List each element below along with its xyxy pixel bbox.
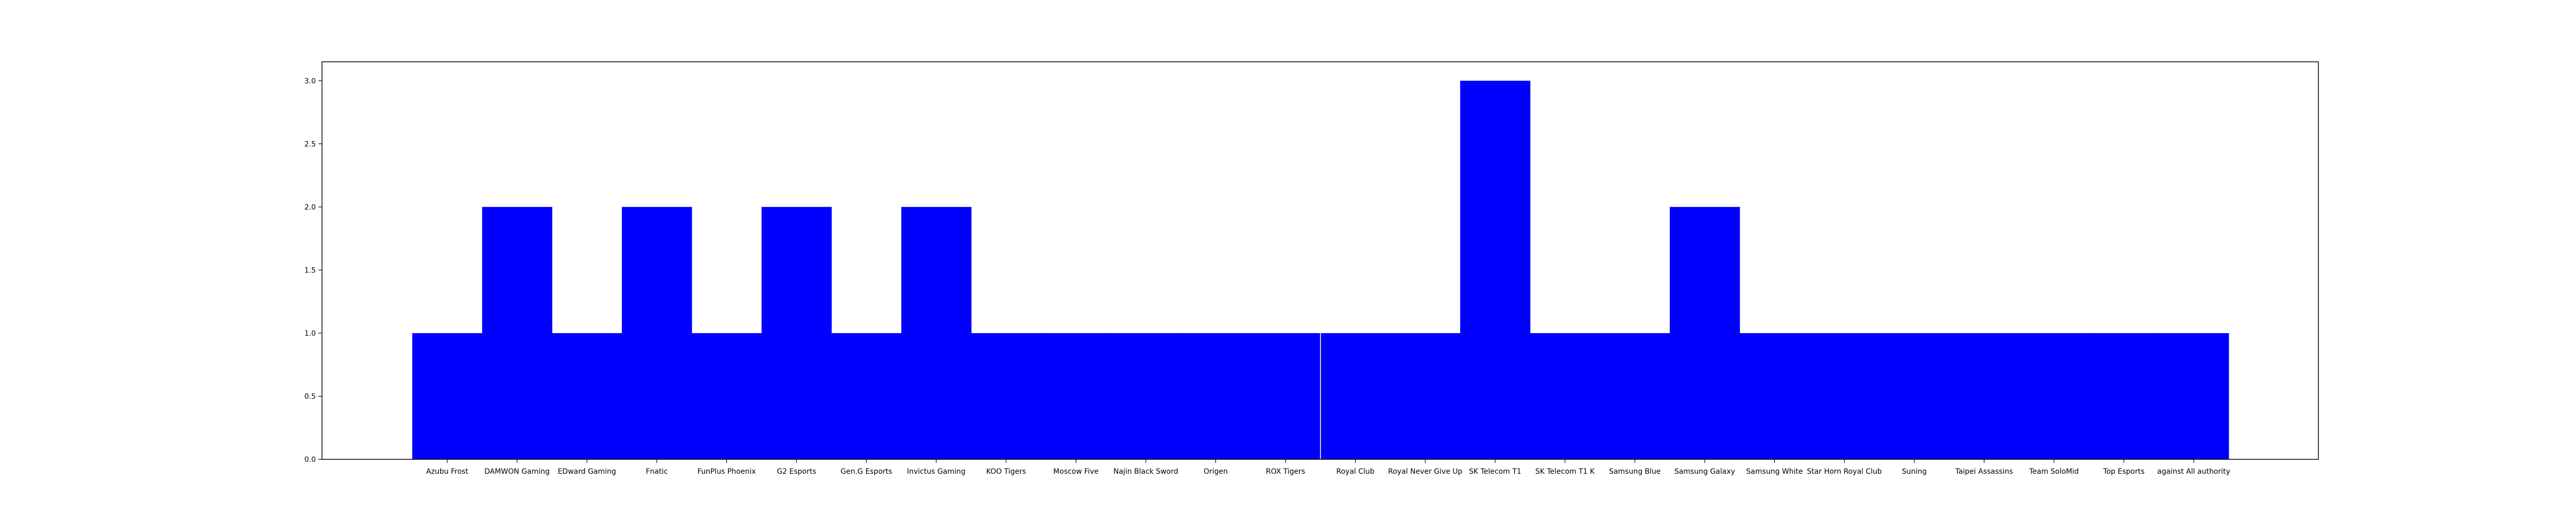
bar-samsung-galaxy	[1670, 206, 1740, 459]
bar-samsung-blue	[1600, 333, 1670, 459]
y-tick-label: 2.5	[304, 140, 316, 148]
y-tick-label: 1.5	[304, 266, 316, 274]
x-tick-label: Star Horn Royal Club	[1807, 468, 1882, 476]
bar-damwon-gaming	[482, 206, 552, 459]
x-tick-label: Team SoloMid	[2029, 468, 2079, 476]
x-tick-label: SK Telecom T1	[1469, 468, 1521, 476]
x-tick-label: DAMWON Gaming	[484, 468, 550, 476]
x-tick-label: ROX Tigers	[1266, 468, 1305, 476]
x-tick-label: against All authority	[2157, 468, 2230, 476]
bar-top-esports	[2089, 333, 2159, 459]
bar-g2-esports	[761, 206, 832, 459]
bar-star-horn-royal-club	[1809, 333, 1880, 459]
x-tick-label: Taipei Assassins	[1955, 468, 2013, 476]
x-tick-label: EDward Gaming	[558, 468, 616, 476]
bar-invictus-gaming	[901, 206, 972, 459]
bar-azubu-frost	[412, 333, 483, 459]
x-tick-label: Invictus Gaming	[907, 468, 965, 476]
y-tick-label: 2.0	[304, 203, 316, 212]
x-axis: Azubu Frost DAMWON Gaming EDward Gaming Fna…	[426, 459, 2230, 476]
x-tick-label: Samsung Galaxy	[1674, 468, 1735, 476]
x-tick-label: Gen.G Esports	[840, 468, 892, 476]
bar-moscow-five	[1041, 333, 1111, 459]
y-axis: 0.0 0.5 1.0 1.5 2.0 2.5 3.0	[304, 77, 322, 464]
bar-gen-g-esports	[831, 333, 902, 459]
x-tick-label: Top Esports	[2103, 468, 2144, 476]
bars-group	[412, 80, 2229, 459]
x-tick-label: Samsung Blue	[1609, 468, 1660, 476]
x-tick-label: Najin Black Sword	[1113, 468, 1178, 476]
bar-fnatic	[622, 206, 692, 459]
bar-samsung-white	[1739, 333, 1810, 459]
x-tick-label: Royal Never Give Up	[1388, 468, 1462, 476]
bar-edward-gaming	[552, 333, 622, 459]
bar-royal-never-give-up	[1390, 333, 1461, 459]
bar-royal-club	[1320, 333, 1391, 459]
bar-sk-telecom-t1	[1460, 80, 1531, 459]
y-tick-label: 0.0	[304, 456, 316, 464]
x-tick-label: KOO Tigers	[986, 468, 1026, 476]
bar-team-solomid	[2019, 333, 2090, 459]
x-tick-label: Origen	[1204, 468, 1228, 476]
bar-against-all-authority	[2159, 333, 2229, 459]
bar-najin-black-sword	[1111, 333, 1181, 459]
plot-area-frame	[321, 61, 2319, 460]
x-tick-label: Fnatic	[646, 468, 668, 476]
x-tick-label: Suning	[1902, 468, 1926, 476]
x-tick-label: G2 Esports	[777, 468, 816, 476]
x-tick-label: Royal Club	[1336, 468, 1375, 476]
bar-rox-tigers	[1250, 333, 1321, 459]
bar-koo-tigers	[971, 333, 1042, 459]
bar-sk-telecom-t1-k	[1530, 333, 1600, 459]
y-tick-label: 1.0	[304, 330, 316, 338]
x-tick-label: Azubu Frost	[426, 468, 468, 476]
y-tick-label: 0.5	[304, 392, 316, 401]
x-tick-label: FunPlus Phoenix	[698, 468, 756, 476]
bar-taipei-assassins	[1949, 333, 2020, 459]
x-tick-label: Moscow Five	[1053, 468, 1098, 476]
y-tick-label: 3.0	[304, 77, 316, 85]
x-tick-label: SK Telecom T1 K	[1535, 468, 1595, 476]
bar-origen	[1180, 333, 1251, 459]
x-tick-label: Samsung White	[1746, 468, 1803, 476]
bar-funplus-phoenix	[691, 333, 762, 459]
bar-suning	[1879, 333, 1950, 459]
